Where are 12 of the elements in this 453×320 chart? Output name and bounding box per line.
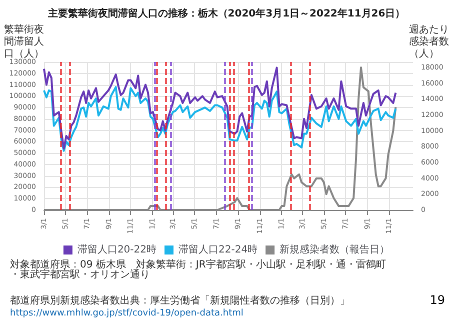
legend-label: 滞留人口20-22時 bbox=[77, 244, 157, 256]
legend-label: 新規感染者数（報告日） bbox=[280, 244, 390, 256]
text: https://www.mhlw.go.jp/stf/covid-19/open-data.html bbox=[10, 308, 244, 318]
text: 対象都道府県：09 栃木県 対象繁華街：JR宇都宮駅・小山駅・足利駅・通・雷鶴町・東武宇都宮駅・オリオン通り bbox=[10, 258, 386, 280]
line-series bbox=[43, 86, 397, 152]
line-series bbox=[43, 66, 397, 150]
text: 都道府県別新規感染者数出典：厚生労働省「新規陽性者数の推移（日別）」 bbox=[10, 294, 350, 306]
y-axis-title: 繁華街夜間滞留人口（人） bbox=[4, 24, 44, 60]
y2-axis-title: 週あたり感染者数（人） bbox=[409, 24, 449, 60]
legend-label: 滞留人口22-24時 bbox=[178, 244, 258, 256]
text: 19 bbox=[430, 293, 446, 307]
chart-title: 主要繁華街夜間滞留人口の推移：栃木（2020年3月1日～2022年11月26日） bbox=[46, 8, 406, 20]
